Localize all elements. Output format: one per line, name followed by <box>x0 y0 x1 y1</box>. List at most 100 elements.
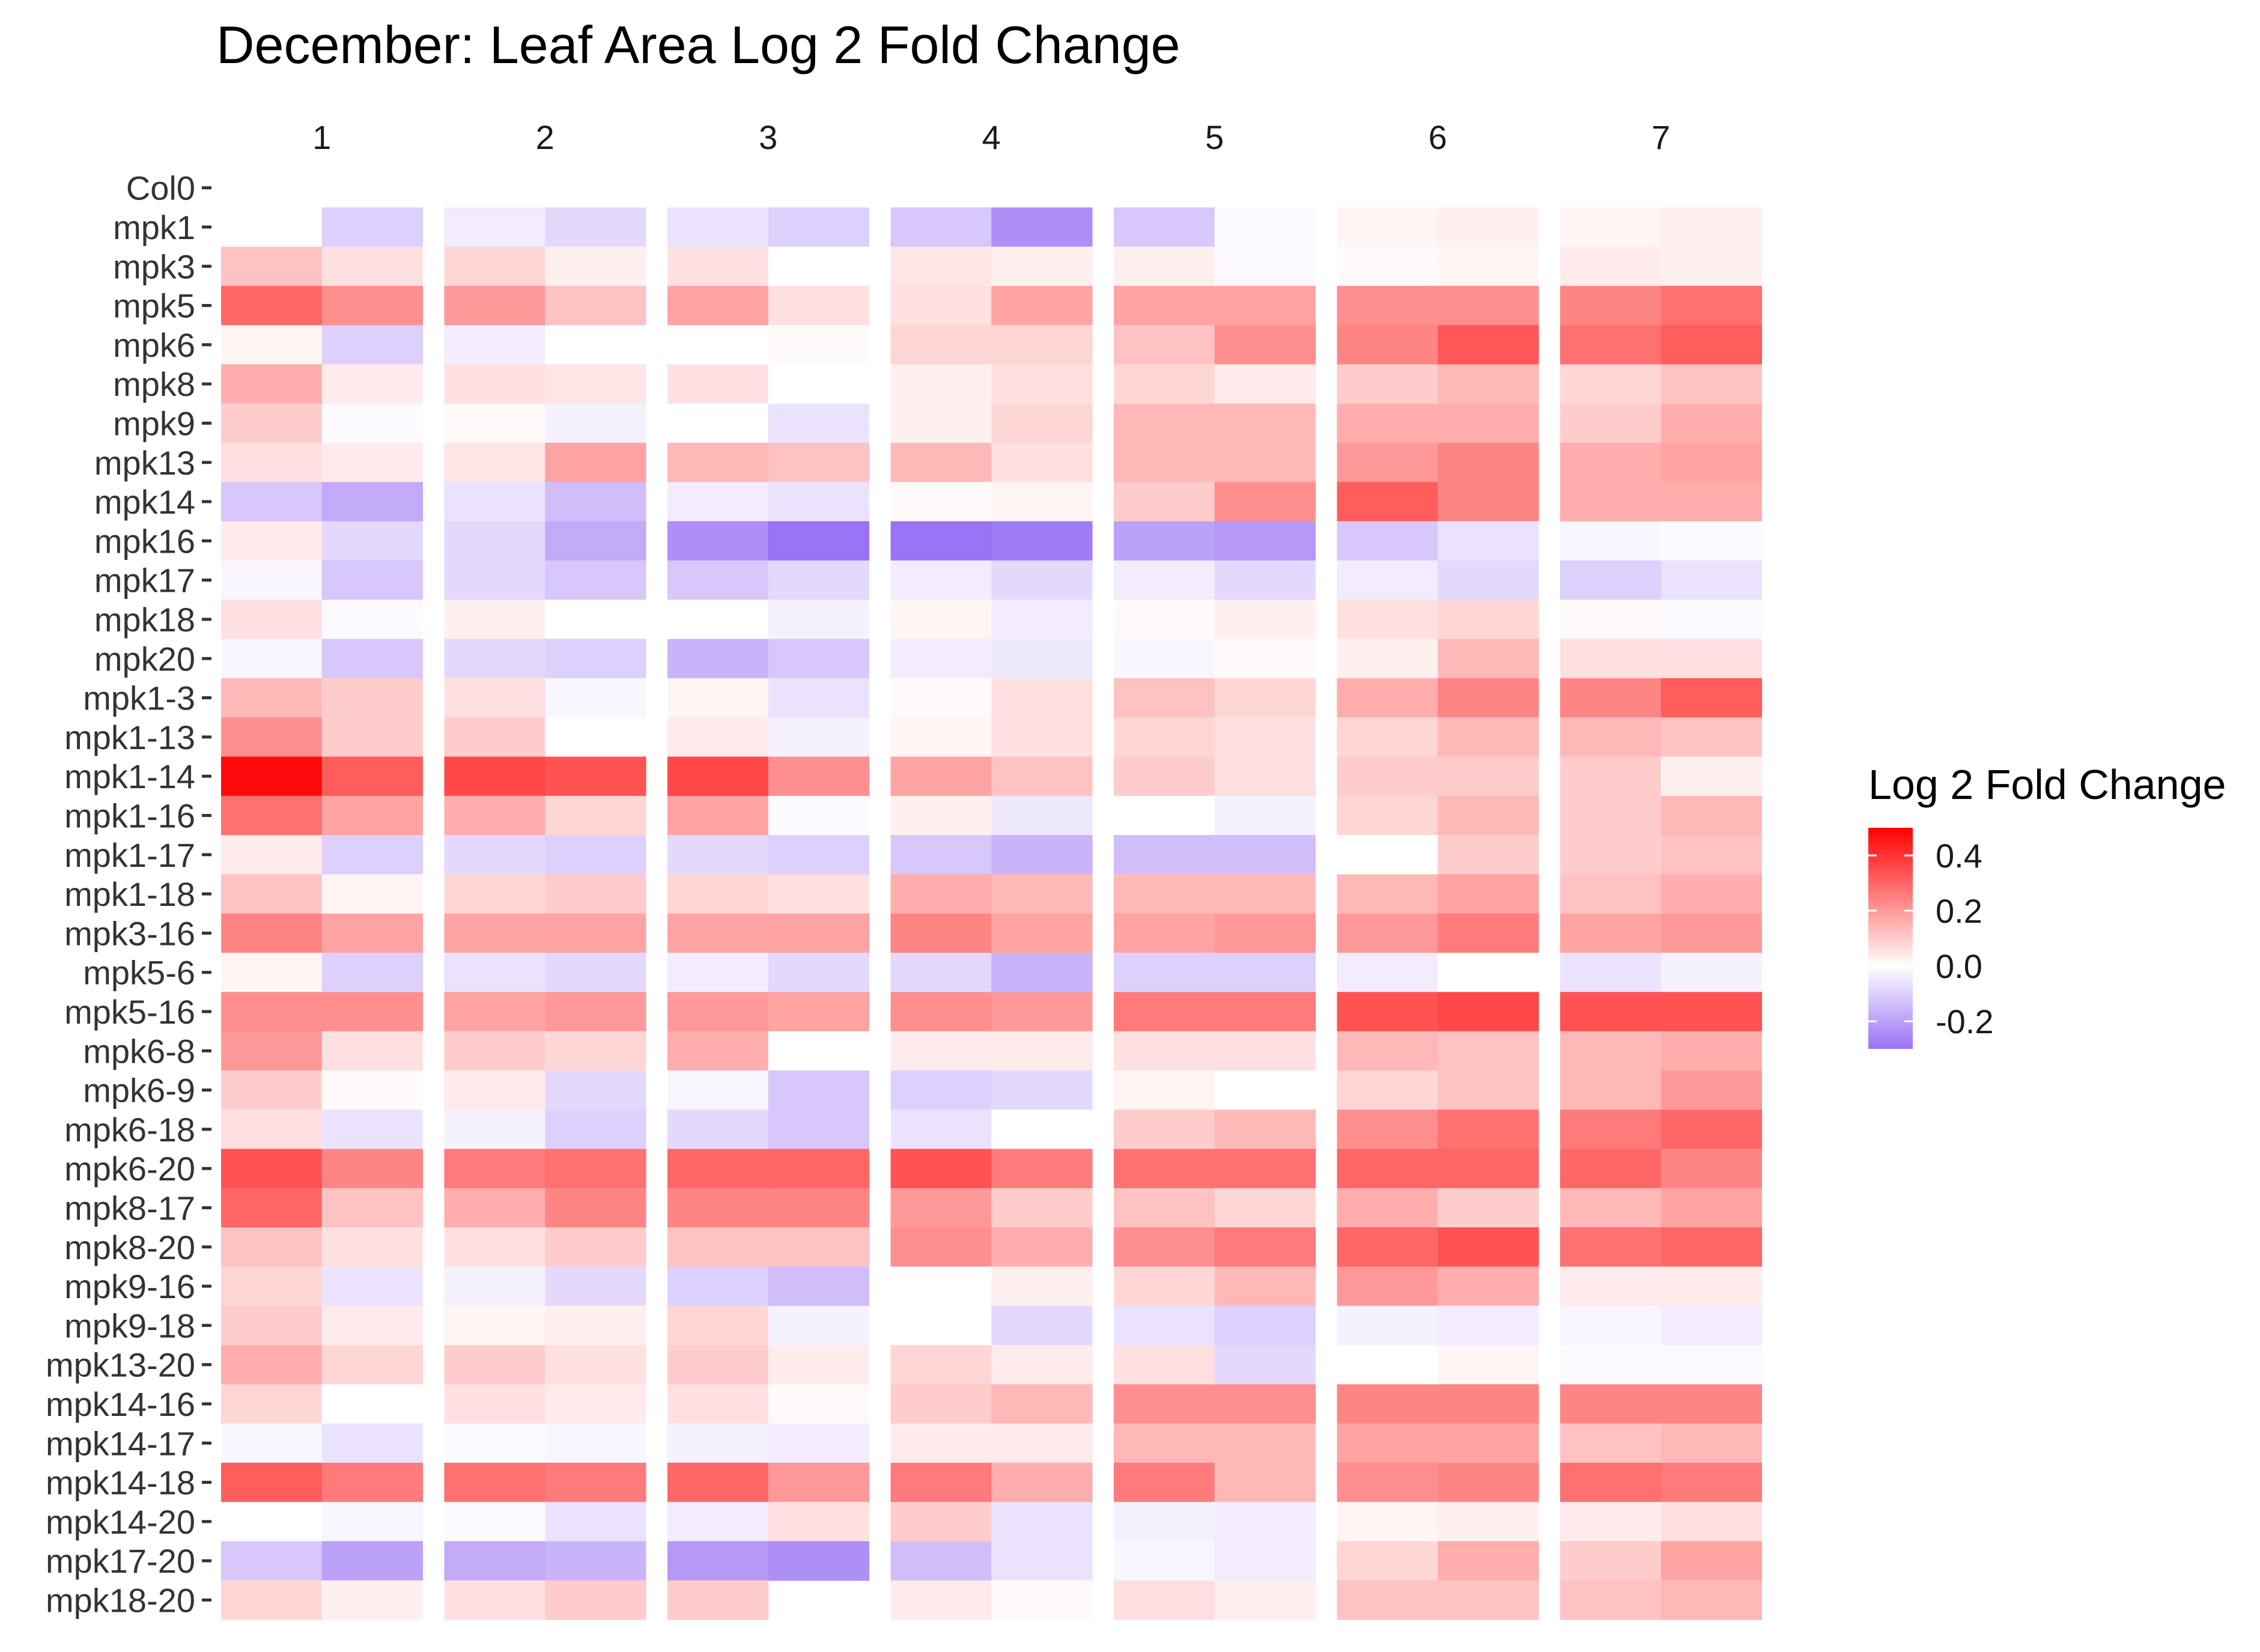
heatmap-cell <box>545 874 646 914</box>
heatmap-cell <box>545 639 646 679</box>
heatmap-cell <box>545 795 646 836</box>
heatmap-cell <box>545 678 646 718</box>
heatmap-cell <box>545 285 646 326</box>
heatmap-cell <box>991 521 1093 561</box>
heatmap-cell <box>1438 678 1539 718</box>
heatmap-cell <box>545 207 646 247</box>
heatmap-cell <box>221 639 323 679</box>
heatmap-cell <box>1214 403 1316 443</box>
heatmap-cell <box>444 992 545 1032</box>
heatmap-cell <box>444 364 545 404</box>
heatmap-cell <box>1560 1502 1662 1542</box>
heatmap-cell <box>768 639 870 679</box>
heatmap-cell <box>221 325 323 365</box>
heatmap-cell <box>1660 285 1763 326</box>
heatmap-cell <box>1337 874 1438 914</box>
heatmap-cell <box>545 1266 646 1307</box>
heatmap-cell <box>1337 717 1438 758</box>
heatmap-cell <box>768 521 870 561</box>
heatmap-cell <box>991 207 1093 247</box>
row-label-mpk9: mpk9 <box>113 404 195 442</box>
heatmap-cell <box>545 1305 646 1346</box>
heatmap-cell <box>1438 953 1539 992</box>
heatmap-cell <box>1660 1423 1763 1463</box>
heatmap-cell <box>1114 443 1215 482</box>
heatmap-cell <box>1438 325 1539 365</box>
heatmap-cell <box>444 1541 545 1581</box>
row-label-mpk1-18: mpk1-18 <box>64 875 195 913</box>
heatmap-cell <box>321 1266 424 1307</box>
heatmap-cell <box>1660 403 1763 443</box>
heatmap-cell <box>1438 1031 1539 1071</box>
heatmap-cell <box>1560 482 1662 522</box>
heatmap-cell <box>667 403 769 443</box>
heatmap-cell <box>1114 874 1215 914</box>
heatmap-cell <box>667 1502 769 1542</box>
heatmap-cell <box>1660 835 1763 875</box>
heatmap-cell <box>1114 1462 1215 1502</box>
heatmap-cell <box>1560 1345 1662 1385</box>
heatmap-cell <box>1337 953 1438 992</box>
heatmap-cell <box>1660 560 1763 600</box>
heatmap-cell <box>221 1423 323 1463</box>
heatmap-cell <box>321 874 424 914</box>
heatmap-cell <box>768 364 870 404</box>
chart-title: December: Leaf Area Log 2 Fold Change <box>216 15 1180 74</box>
heatmap-cell <box>1660 1345 1763 1385</box>
heatmap-cell <box>1560 1227 1662 1267</box>
facet-label-1: 1 <box>312 118 331 156</box>
heatmap-cell <box>667 1305 769 1346</box>
heatmap-cell <box>545 953 646 992</box>
heatmap-cell <box>667 1384 769 1424</box>
heatmap-cell <box>545 1384 646 1424</box>
heatmap-cell <box>1337 795 1438 836</box>
heatmap-cell <box>221 1188 323 1228</box>
heatmap-cell <box>667 600 769 640</box>
heatmap-cell <box>1214 1462 1316 1502</box>
facet-label-7: 7 <box>1651 118 1670 156</box>
heatmap-cell <box>1560 1384 1662 1424</box>
heatmap-cell <box>1337 1149 1438 1189</box>
heatmap-cell <box>444 795 545 836</box>
heatmap-cell <box>1214 246 1316 287</box>
heatmap-cell <box>890 717 992 758</box>
heatmap-cell <box>890 1110 992 1150</box>
heatmap-cell <box>768 1345 870 1385</box>
heatmap-cell <box>991 325 1093 365</box>
heatmap-cell <box>1438 874 1539 914</box>
heatmap-cell <box>1337 835 1438 875</box>
heatmap-cell <box>321 482 424 522</box>
heatmap-cell <box>667 285 769 326</box>
heatmap-cell <box>444 1305 545 1346</box>
heatmap-cell <box>890 678 992 718</box>
heatmap-cell <box>667 1149 769 1189</box>
heatmap-cell <box>1337 403 1438 443</box>
heatmap-cell <box>444 678 545 718</box>
heatmap-cell <box>221 1462 323 1502</box>
heatmap-cell <box>1337 1305 1438 1346</box>
heatmap-cell <box>1114 678 1215 718</box>
heatmap-cell <box>221 1580 323 1620</box>
heatmap-cell <box>1337 1227 1438 1267</box>
heatmap-cell <box>991 1188 1093 1228</box>
row-label-mpk16: mpk16 <box>94 522 195 560</box>
heatmap-cell <box>890 795 992 836</box>
heatmap-cell <box>890 1384 992 1424</box>
heatmap-cell <box>991 1227 1093 1267</box>
heatmap-cell <box>1114 403 1215 443</box>
heatmap-cell <box>890 1305 992 1346</box>
heatmap-cell <box>1337 482 1438 522</box>
heatmap-cell <box>1114 1266 1215 1307</box>
heatmap-cell <box>991 482 1093 522</box>
heatmap-cell <box>991 285 1093 326</box>
heatmap-cell <box>221 1305 323 1346</box>
heatmap-cell <box>444 1149 545 1189</box>
heatmap-cell <box>667 953 769 992</box>
heatmap-cell <box>1114 1580 1215 1620</box>
heatmap-cell <box>667 1031 769 1071</box>
heatmap-cell <box>1438 482 1539 522</box>
heatmap-cell <box>1560 874 1662 914</box>
heatmap-cell <box>1214 835 1316 875</box>
heatmap-cell <box>768 1031 870 1071</box>
heatmap-cell <box>1660 1227 1763 1267</box>
